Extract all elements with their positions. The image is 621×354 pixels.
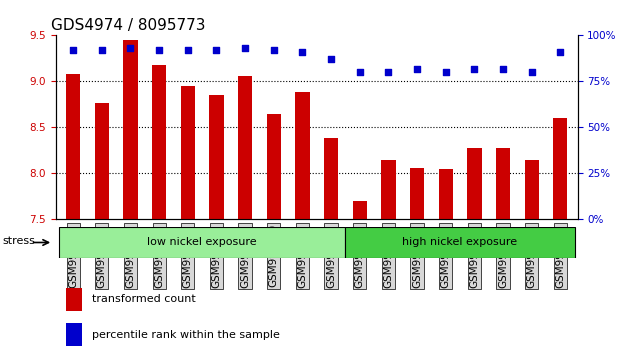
Point xyxy=(154,47,164,53)
Point xyxy=(183,47,193,53)
Bar xyxy=(381,160,396,219)
Text: GDS4974 / 8095773: GDS4974 / 8095773 xyxy=(51,18,205,33)
Bar xyxy=(209,95,224,219)
FancyBboxPatch shape xyxy=(59,227,345,258)
Bar xyxy=(410,168,424,219)
Text: stress: stress xyxy=(3,236,35,246)
Point xyxy=(297,49,307,55)
Bar xyxy=(438,169,453,219)
Bar xyxy=(66,74,80,219)
Bar xyxy=(353,201,367,219)
Point xyxy=(97,47,107,53)
Point xyxy=(68,47,78,53)
Point xyxy=(498,66,508,72)
Point xyxy=(555,49,565,55)
Text: transformed count: transformed count xyxy=(93,295,196,304)
Point xyxy=(125,45,135,51)
Bar xyxy=(66,323,82,346)
Bar xyxy=(123,40,138,219)
Point xyxy=(412,66,422,72)
Text: low nickel exposure: low nickel exposure xyxy=(147,238,257,247)
Point xyxy=(211,47,221,53)
Point xyxy=(469,66,479,72)
Text: percentile rank within the sample: percentile rank within the sample xyxy=(93,330,280,339)
Point xyxy=(240,45,250,51)
Bar xyxy=(295,92,309,219)
Point xyxy=(326,57,336,62)
Point xyxy=(527,69,537,75)
Bar xyxy=(553,118,568,219)
Bar xyxy=(496,148,510,219)
Point xyxy=(441,69,451,75)
FancyBboxPatch shape xyxy=(345,227,574,258)
Bar xyxy=(324,138,338,219)
Point xyxy=(383,69,393,75)
Bar xyxy=(66,288,82,311)
Bar xyxy=(181,86,195,219)
Point xyxy=(355,69,365,75)
Bar xyxy=(94,103,109,219)
Text: high nickel exposure: high nickel exposure xyxy=(402,238,517,247)
Bar xyxy=(152,65,166,219)
Bar xyxy=(238,76,252,219)
Bar xyxy=(467,148,481,219)
Bar xyxy=(266,114,281,219)
Bar xyxy=(525,160,539,219)
Point xyxy=(269,47,279,53)
